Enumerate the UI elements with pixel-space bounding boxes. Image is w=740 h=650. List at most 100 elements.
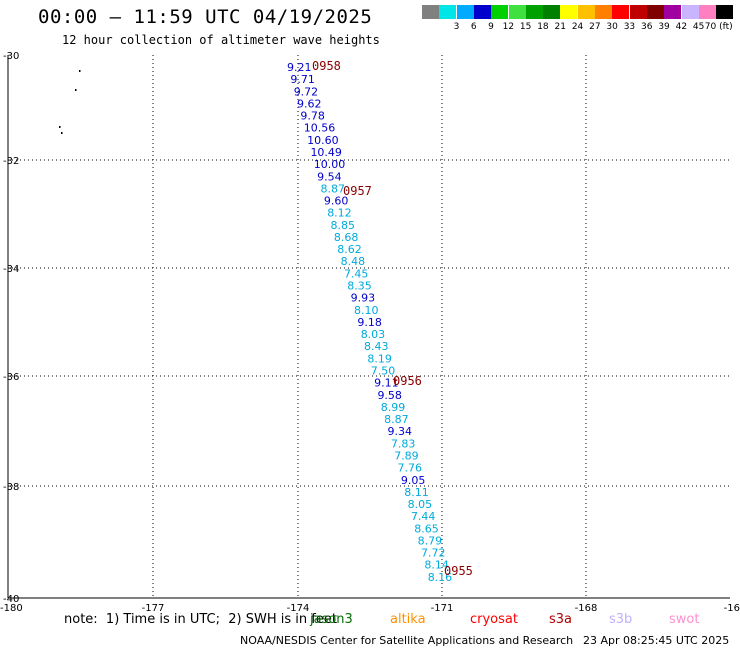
wave-height-label: 9.72	[294, 85, 319, 98]
lon-tick-label: -16	[724, 603, 740, 614]
legend-label: 39	[658, 22, 670, 32]
legend-swatch	[577, 5, 595, 19]
pass-time-label: 0956	[393, 374, 422, 388]
wave-height-label: 8.05	[408, 498, 433, 511]
legend-label: 30	[606, 22, 618, 32]
legend-label: 15	[519, 22, 532, 32]
legend-label: 6	[470, 22, 477, 32]
legend-unit-label: 70 (ft)	[704, 22, 733, 32]
wave-height-label: 8.85	[331, 219, 356, 232]
legend-label: 33	[623, 22, 636, 32]
wave-height-label: 8.10	[354, 304, 379, 317]
wave-height-label: 9.05	[401, 474, 426, 487]
wave-height-label: 8.48	[341, 255, 366, 268]
pass-time-label: 0957	[343, 184, 372, 198]
satellite-s3b: s3b	[609, 612, 633, 627]
wave-height-label: 9.11	[374, 377, 399, 390]
lat-tick-label: -32	[3, 156, 19, 167]
pass-time-label: 0958	[312, 59, 341, 73]
island-marker	[61, 132, 63, 134]
wave-height-label: 7.50	[371, 365, 396, 378]
units-note: note: 1) Time is in UTC; 2) SWH is in fe…	[64, 612, 337, 627]
lat-tick-label: -34	[3, 264, 19, 275]
wave-height-label: 8.16	[428, 571, 453, 584]
wave-height-label: 10.56	[304, 122, 336, 135]
legend-swatch	[560, 5, 578, 19]
island-marker	[59, 126, 61, 128]
lon-tick-label: -174	[287, 603, 310, 614]
legend-swatch	[422, 5, 439, 19]
satellite-s3a: s3a	[549, 612, 573, 627]
wave-height-label: 9.60	[324, 195, 349, 208]
lat-tick-label: -36	[3, 372, 19, 383]
satellite-cryosat: cryosat	[470, 612, 518, 627]
wave-height-label: 9.54	[317, 170, 342, 183]
lat-tick-label: -30	[3, 51, 19, 62]
lon-tick-label: -168	[575, 603, 598, 614]
legend-swatch	[629, 5, 647, 19]
legend-swatch	[525, 5, 543, 19]
wave-height-label: 9.78	[300, 110, 325, 123]
wave-height-label: 8.43	[364, 340, 389, 353]
wave-height-label: 9.71	[290, 73, 315, 86]
legend-label: 9	[488, 22, 494, 32]
wave-height-label: 8.19	[367, 352, 392, 365]
wave-height-label: 8.99	[381, 401, 406, 414]
legend-label: 36	[641, 22, 653, 32]
wave-height-label: 10.49	[310, 146, 342, 159]
wave-height-label: 7.83	[391, 437, 416, 450]
map-title: 00:00 – 11:59 UTC 04/19/2025	[38, 6, 373, 28]
wave-height-label: 7.89	[394, 449, 419, 462]
pass-time-label: 0955	[444, 564, 473, 578]
wave-height-label: 9.21	[287, 61, 312, 74]
lat-tick-label: -38	[3, 482, 19, 493]
wave-height-label: 8.68	[334, 231, 359, 244]
wave-height-label: 8.79	[418, 534, 443, 547]
legend-label: 27	[589, 22, 601, 32]
legend-swatch	[595, 5, 612, 19]
wave-height-label: 8.03	[361, 328, 386, 341]
legend-swatch	[716, 5, 734, 19]
legend-label: 21	[554, 22, 566, 32]
wave-height-label: 8.65	[414, 522, 439, 535]
wave-height-label: 8.62	[337, 243, 362, 256]
wave-height-label: 7.45	[344, 267, 369, 280]
footer-credit: NOAA/NESDIS Center for Satellite Applica…	[240, 634, 574, 647]
wave-height-label: 8.11	[404, 486, 429, 499]
legend-swatch	[646, 5, 664, 19]
legend-swatch	[508, 5, 526, 19]
wave-height-label: 10.00	[314, 158, 346, 171]
wave-height-label: 7.72	[421, 547, 446, 560]
wave-height-label: 8.87	[321, 182, 346, 195]
legend-swatch	[612, 5, 630, 19]
wave-height-label: 9.34	[388, 425, 413, 438]
wave-height-label: 9.62	[297, 97, 322, 110]
legend-swatch	[698, 5, 716, 19]
footer-timestamp: 23 Apr 08:25:45 UTC 2025	[583, 634, 730, 647]
legend-swatch	[543, 5, 561, 19]
wave-height-label: 10.60	[307, 134, 339, 147]
legend-label: 24	[571, 22, 584, 32]
island-marker	[79, 70, 81, 72]
wave-height-label: 7.44	[411, 510, 436, 523]
island-marker	[75, 89, 77, 91]
legend-swatch	[681, 5, 699, 19]
map-subtitle: 12 hour collection of altimeter wave hei…	[62, 33, 380, 47]
wave-height-label: 7.76	[398, 462, 423, 475]
legend-swatch	[473, 5, 491, 19]
lat-tick-label: -40	[3, 594, 19, 605]
legend-label: 3	[453, 22, 460, 32]
legend-swatch	[491, 5, 509, 19]
legend-label: 42	[675, 22, 688, 32]
legend-label: 18	[537, 22, 549, 32]
lon-tick-label: -177	[142, 603, 165, 614]
satellite-swot: swot	[669, 612, 700, 627]
wave-height-label: 8.12	[327, 207, 352, 220]
wave-height-label: 9.93	[351, 292, 376, 305]
satellite-jason3: jason3	[310, 612, 353, 627]
lon-tick-label: -171	[431, 603, 454, 614]
legend-label: 12	[502, 22, 515, 32]
legend-swatch	[456, 5, 474, 19]
